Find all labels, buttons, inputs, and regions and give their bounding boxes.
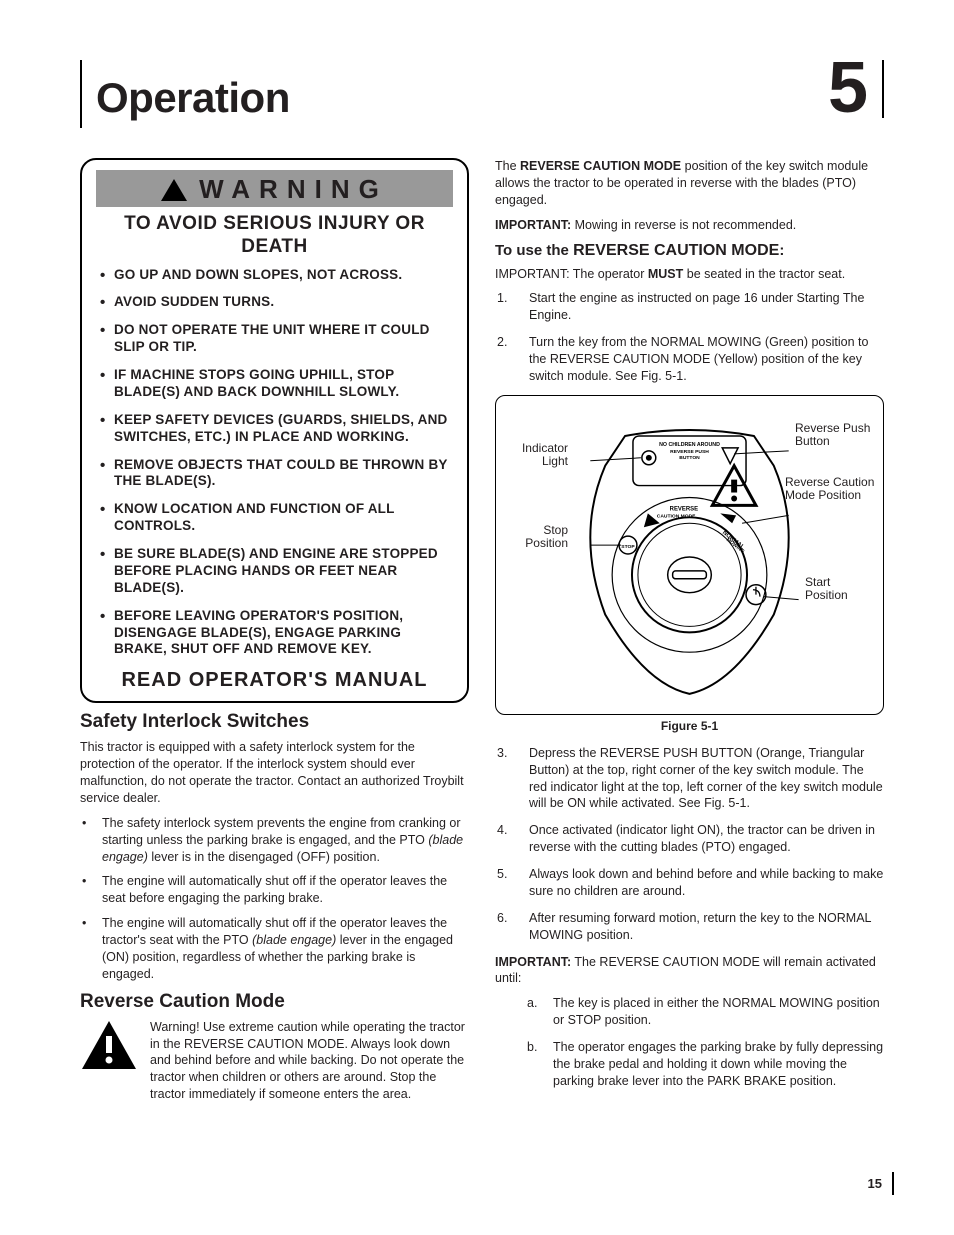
safety-bullet: The safety interlock system prevents the… (102, 815, 469, 866)
warning-item: KNOW LOCATION AND FUNCTION OF ALL CONTRO… (100, 501, 449, 535)
rcm-steps: Start the engine as instructed on page 1… (495, 290, 884, 384)
warning-item: GO UP AND DOWN SLOPES, NOT ACROSS. (100, 267, 449, 284)
warning-footer: READ OPERATOR'S MANUAL (96, 669, 453, 691)
text: The safety interlock system prevents the… (102, 816, 461, 847)
text: : (779, 242, 784, 259)
step-item: Always look down and behind before and w… (529, 866, 884, 900)
figure-caption: Figure 5-1 (495, 719, 884, 733)
warning-box: WARNING TO AVOID SERIOUS INJURY OR DEATH… (80, 158, 469, 703)
left-column: WARNING TO AVOID SERIOUS INJURY OR DEATH… (80, 158, 469, 1113)
warning-item: DO NOT OPERATE THE UNIT WHERE IT COULD S… (100, 322, 449, 356)
svg-text:STOP: STOP (621, 544, 635, 550)
reverse-warning-text: Warning! Use extreme caution while opera… (150, 1019, 469, 1103)
step-item: After resuming forward motion, return th… (529, 910, 884, 944)
important-note: IMPORTANT: Mowing in reverse is not reco… (495, 217, 884, 234)
warning-item: KEEP SAFETY DEVICES (GUARDS, SHIELDS, AN… (100, 412, 449, 446)
warning-item: REMOVE OBJECTS THAT COULD BE THROWN BY T… (100, 457, 449, 491)
step-item: Depress the REVERSE PUSH BUTTON (Orange,… (529, 745, 884, 813)
chapter-number: 5 (828, 60, 884, 118)
svg-text:NO CHILDREN AROUND: NO CHILDREN AROUND (659, 442, 720, 448)
reverse-heading: Reverse Caution Mode (80, 991, 469, 1013)
text: Mowing in reverse is not recommended. (571, 218, 796, 232)
svg-text:REVERSE: REVERSE (670, 506, 698, 512)
important-remain: IMPORTANT: The REVERSE CAUTION MODE will… (495, 954, 884, 988)
until-item: The key is placed in either the NORMAL M… (553, 995, 884, 1029)
safety-heading: Safety Interlock Switches (80, 711, 469, 733)
rcm-subhead: To use the REVERSE CAUTION MODE: (495, 242, 884, 260)
bold-text: IMPORTANT: (495, 955, 571, 969)
warning-item: AVOID SUDDEN TURNS. (100, 294, 449, 311)
warning-triangle-icon (161, 179, 187, 201)
page-header: Operation 5 (80, 60, 884, 128)
figure-label-rcm: Reverse Caution Mode Position (785, 476, 875, 502)
right-column: The REVERSE CAUTION MODE position of the… (495, 158, 884, 1113)
warning-banner: WARNING (96, 170, 453, 207)
warning-item: IF MACHINE STOPS GOING UPHILL, STOP BLAD… (100, 367, 449, 401)
bold-text: MUST (648, 267, 683, 281)
bold-text: IMPORTANT: (495, 218, 571, 232)
warning-list: GO UP AND DOWN SLOPES, NOT ACROSS. AVOID… (96, 267, 453, 659)
page-number: 15 (868, 1172, 894, 1195)
svg-text:CAUTION MODE: CAUTION MODE (657, 513, 696, 519)
bold-text: REVERSE CAUTION MODE (573, 242, 779, 259)
text: The (495, 159, 520, 173)
warning-subhead: TO AVOID SERIOUS INJURY OR DEATH (96, 213, 453, 259)
until-item: The operator engages the parking brake b… (553, 1039, 884, 1090)
warning-item: BEFORE LEAVING OPERATOR'S POSITION, DISE… (100, 608, 449, 659)
warning-triangle-icon (80, 1019, 138, 1071)
safety-intro: This tractor is equipped with a safety i… (80, 739, 469, 807)
text: be seated in the tractor seat. (683, 267, 845, 281)
section-title: Operation (96, 74, 290, 122)
figure-label-start: Start Position (805, 576, 875, 602)
safety-bullet-list: The safety interlock system prevents the… (80, 815, 469, 983)
figure-5-1: NO CHILDREN AROUND REVERSE PUSH BUTTON S… (495, 395, 884, 715)
step-item: Once activated (indicator light ON), the… (529, 822, 884, 856)
seated-note: IMPORTANT: The operator MUST be seated i… (495, 266, 884, 283)
warning-banner-text: WARNING (199, 174, 388, 205)
figure-label-push: Reverse Push Button (795, 422, 875, 448)
reverse-warning-block: Warning! Use extreme caution while opera… (80, 1019, 469, 1103)
step-item: Turn the key from the NORMAL MOWING (Gre… (529, 334, 884, 385)
until-list: The key is placed in either the NORMAL M… (495, 995, 884, 1089)
bold-text: REVERSE CAUTION MODE (520, 159, 681, 173)
svg-text:REVERSE PUSH: REVERSE PUSH (670, 449, 709, 455)
safety-bullet: The engine will automatically shut off i… (102, 915, 469, 983)
text: IMPORTANT: The operator (495, 267, 648, 281)
step-item: Start the engine as instructed on page 1… (529, 290, 884, 324)
italic-text: (blade engage) (252, 933, 336, 947)
rcm-steps-cont: Depress the REVERSE PUSH BUTTON (Orange,… (495, 745, 884, 944)
safety-bullet: The engine will automatically shut off i… (102, 873, 469, 907)
rcm-intro: The REVERSE CAUTION MODE position of the… (495, 158, 884, 209)
figure-label-stop: Stop Position (508, 524, 568, 550)
text: lever is in the disengaged (OFF) positio… (148, 850, 380, 864)
figure-label-indicator: Indicator Light (508, 442, 568, 468)
svg-text:BUTTON: BUTTON (679, 455, 700, 461)
text: To use the (495, 242, 573, 259)
warning-item: BE SURE BLADE(S) AND ENGINE ARE STOPPED … (100, 546, 449, 597)
